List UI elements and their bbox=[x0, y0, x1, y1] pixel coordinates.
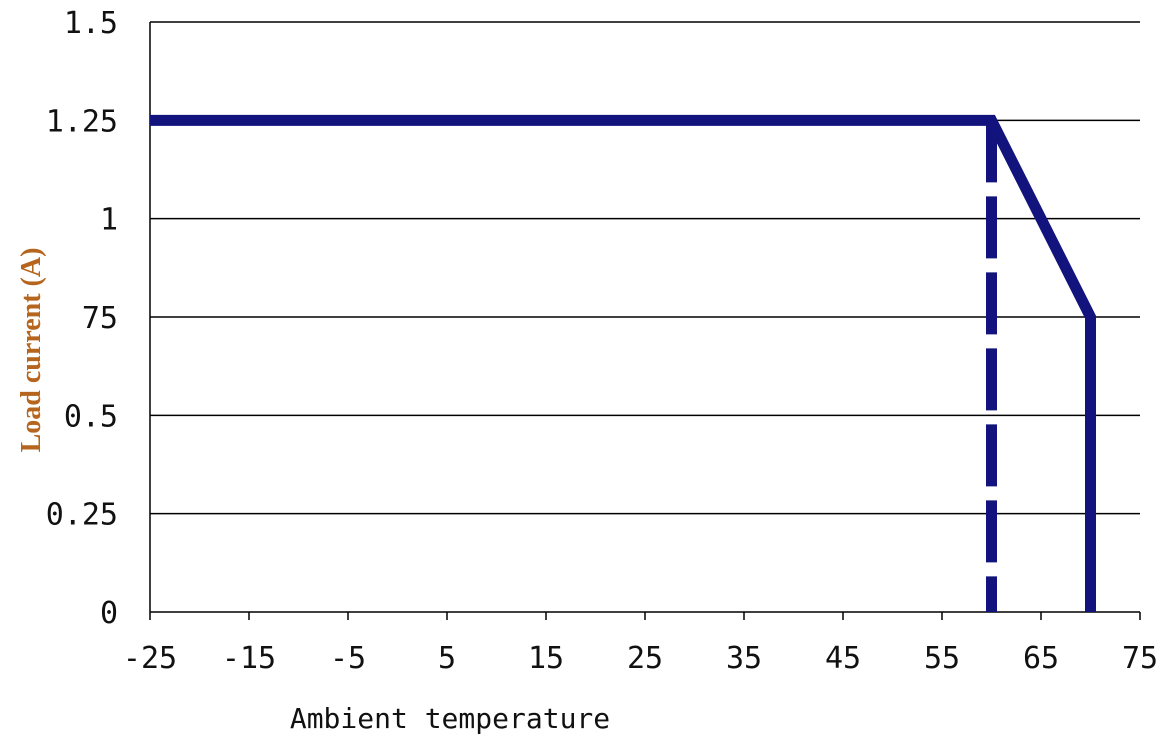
x-tick-label: 65 bbox=[1023, 641, 1059, 676]
x-axis-title: Ambient temperature bbox=[290, 702, 610, 735]
x-tick-label: 55 bbox=[924, 641, 960, 676]
y-tick-label: 0.5 bbox=[64, 399, 118, 434]
y-tick-label: 1.5 bbox=[64, 6, 118, 41]
y-tick-label: 1 bbox=[100, 203, 118, 238]
label-layer: -25 -15 -5 5 15 25 35 45 55 65 75 0 0.25 0.5 75 1 1.25 1.… bbox=[46, 6, 1158, 676]
derating-curve bbox=[150, 114, 1096, 612]
y-axis-title: Load current (A) bbox=[16, 248, 47, 453]
x-tick-label: 25 bbox=[627, 641, 663, 676]
x-tick-label: 15 bbox=[528, 641, 564, 676]
x-tick-label: -15 bbox=[222, 641, 276, 676]
series-layer bbox=[150, 114, 1096, 612]
x-tick-label: 75 bbox=[1122, 641, 1158, 676]
x-tick-label: 45 bbox=[825, 641, 861, 676]
x-tick-label: 5 bbox=[438, 641, 456, 676]
y-tick-label: 75 bbox=[82, 301, 118, 336]
x-tick-label: -25 bbox=[123, 641, 177, 676]
y-tick-label: 0 bbox=[100, 596, 118, 631]
x-tick-label: -5 bbox=[330, 641, 366, 676]
x-tick-label: 35 bbox=[726, 641, 762, 676]
y-tick-label: 0.25 bbox=[46, 498, 118, 533]
y-tick-label: 1.25 bbox=[46, 104, 118, 139]
